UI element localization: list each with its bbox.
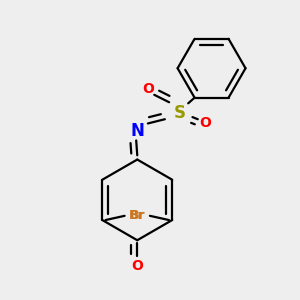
- Text: O: O: [131, 259, 143, 273]
- Text: O: O: [199, 116, 211, 130]
- Text: S: S: [174, 104, 186, 122]
- Text: N: N: [130, 122, 144, 140]
- Text: O: O: [142, 82, 154, 97]
- Text: Br: Br: [130, 209, 145, 222]
- Text: Br: Br: [129, 209, 145, 222]
